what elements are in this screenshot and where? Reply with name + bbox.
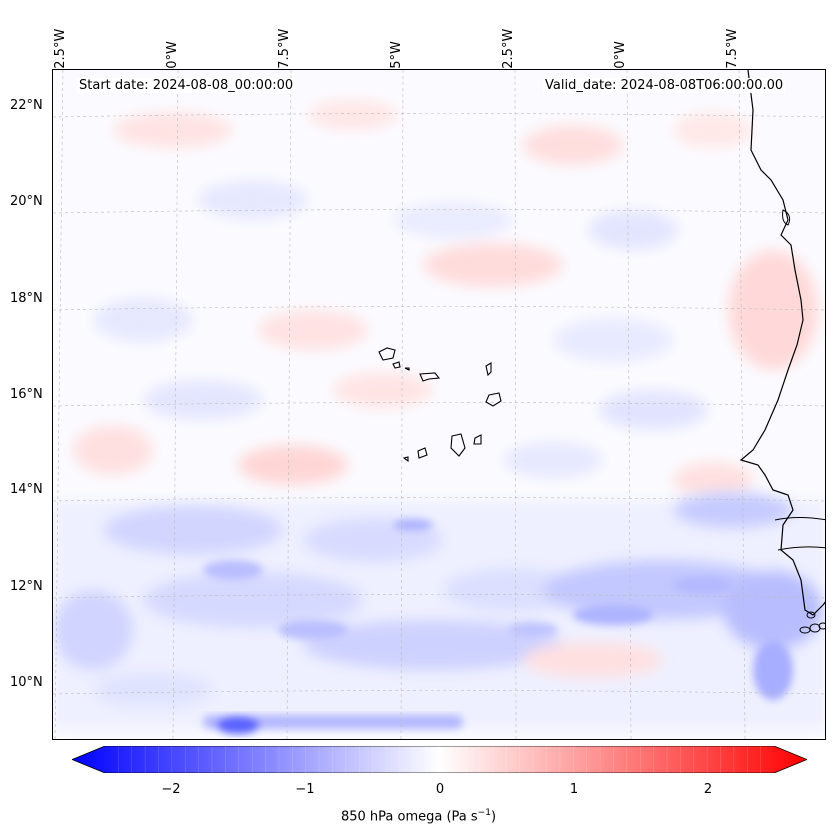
lat-label-18n: 18°N [10,291,43,306]
colorbar-label-text: 850 hPa omega (Pa s [340,809,478,825]
maio-island [473,434,482,445]
santiago-island [450,433,466,457]
africa-coastline [739,70,825,616]
lat-label-22n: 22°N [10,98,43,113]
boa-vista-island [485,392,502,407]
colorbar-tick-minus-1: −1 [295,782,315,797]
lat-label-20n: 20°N [10,194,43,209]
southern-texture [203,519,793,700]
colorbar-tick-1: 1 [569,782,579,797]
colorbar [72,746,807,773]
gambia-coast [774,517,825,521]
start-date-label: Start date: 2024-08-08_00:00:00 [77,78,296,93]
colorbar-ramp [72,746,807,773]
lat-label-10n: 10°N [10,675,43,690]
lat-label-14n: 14°N [10,482,43,497]
guinea-bissau-coast [777,546,825,551]
lat-label-12n: 12°N [10,579,43,594]
northern-anomalies [73,100,818,498]
colorbar-label-suffix: ) [490,809,497,825]
colorbar-tick-0: 0 [435,782,445,797]
brava-island [402,456,409,463]
sal-island [485,362,492,377]
southern-strip [203,715,463,734]
lat-label-16n: 16°N [10,387,43,402]
bijagos-islands [799,611,825,634]
colorbar-label: 850 hPa omega (Pa s−1) [0,808,837,824]
coast-inlet [782,209,791,226]
omega-field-map [53,70,825,739]
map-panel [52,69,826,740]
santo-antao-island [378,347,396,361]
gridlines [53,70,825,739]
sao-nicolau-island [419,372,441,382]
colorbar-tick-2: 2 [703,782,713,797]
sao-vicente-island [392,361,401,369]
valid-date-label: Valid_date: 2024-08-08T06:00:00.00 [543,78,786,93]
southern-ascent-band [53,492,825,730]
santa-luzia-island [404,367,410,371]
fogo-island [417,447,428,459]
colorbar-label-exponent: −1 [477,808,491,818]
cape-verde-islands [378,347,502,463]
colorbar-tick-minus-2: −2 [161,782,181,797]
